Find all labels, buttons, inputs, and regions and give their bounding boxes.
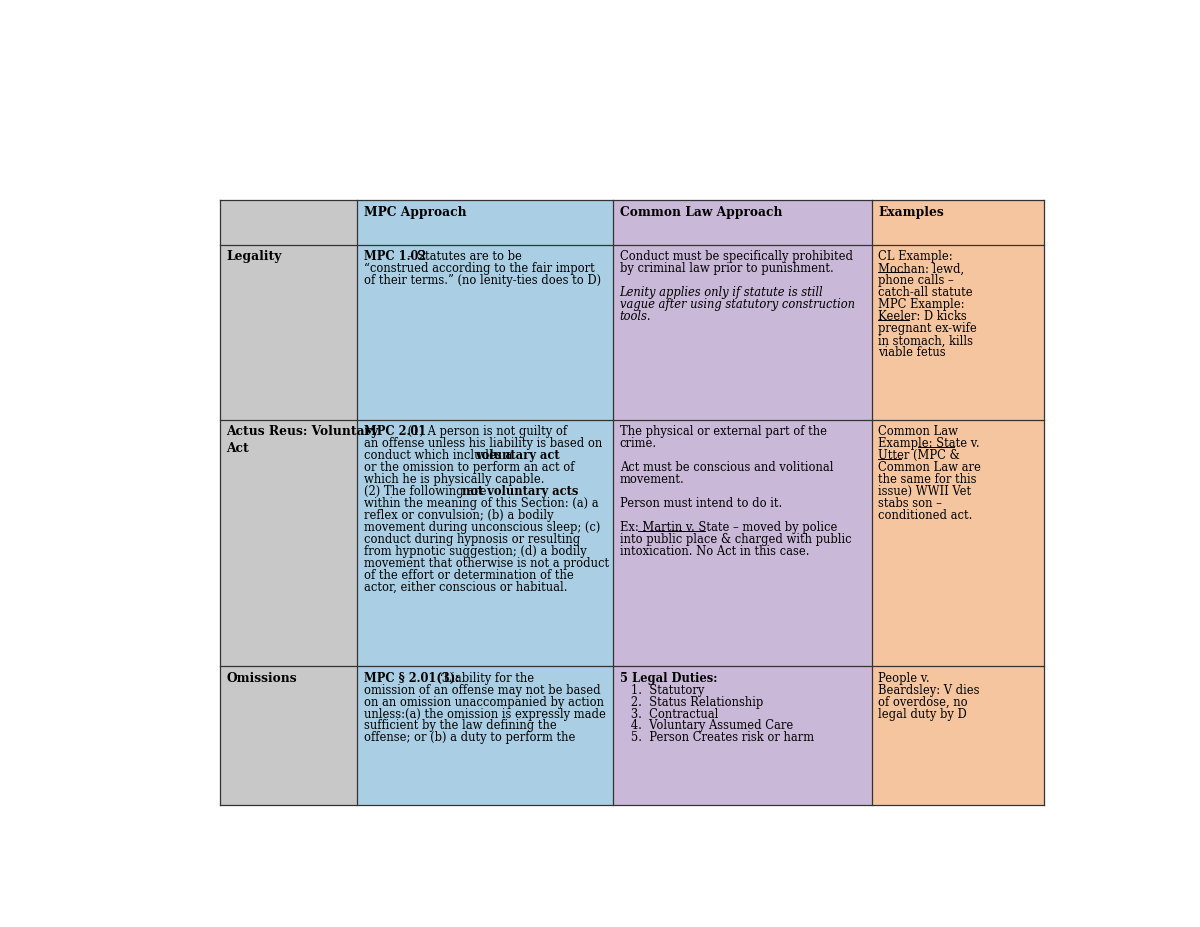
Text: Person must intend to do it.: Person must intend to do it. bbox=[619, 497, 782, 510]
Text: intoxication. No Act in this case.: intoxication. No Act in this case. bbox=[619, 545, 809, 558]
Text: Conduct must be specifically prohibited: Conduct must be specifically prohibited bbox=[619, 250, 853, 263]
Text: Lenity applies only if statute is still: Lenity applies only if statute is still bbox=[619, 286, 823, 299]
Text: conduct during hypnosis or resulting: conduct during hypnosis or resulting bbox=[364, 533, 580, 546]
Bar bbox=[358, 245, 613, 420]
Text: within the meaning of this Section: (a) a: within the meaning of this Section: (a) … bbox=[364, 497, 599, 510]
Text: omission of an offense may not be based: omission of an offense may not be based bbox=[364, 683, 600, 696]
Bar bbox=[871, 245, 1044, 420]
Bar bbox=[613, 245, 871, 420]
Text: movement.: movement. bbox=[619, 474, 684, 487]
Bar bbox=[358, 420, 613, 666]
Text: “Liability for the: “Liability for the bbox=[434, 671, 534, 684]
Text: stabs son –: stabs son – bbox=[878, 497, 942, 510]
Text: not voluntary acts: not voluntary acts bbox=[462, 485, 578, 498]
Text: MPC 1.02: MPC 1.02 bbox=[364, 250, 426, 263]
Text: 1.  Statutory: 1. Statutory bbox=[619, 683, 704, 696]
Text: of their terms.” (no lenity-ties does to D): of their terms.” (no lenity-ties does to… bbox=[364, 274, 601, 287]
Text: an offense unless his liability is based on: an offense unless his liability is based… bbox=[364, 438, 602, 451]
Text: issue) WWII Vet: issue) WWII Vet bbox=[878, 485, 971, 498]
Text: catch-all statute: catch-all statute bbox=[878, 286, 973, 299]
Text: Mochan: lewd,: Mochan: lewd, bbox=[878, 262, 965, 275]
Text: pregnant ex-wife: pregnant ex-wife bbox=[878, 323, 977, 336]
Text: crime.: crime. bbox=[619, 438, 656, 451]
Text: “construed according to the fair import: “construed according to the fair import bbox=[364, 262, 595, 275]
Text: 5.  Person Creates risk or harm: 5. Person Creates risk or harm bbox=[619, 731, 814, 744]
Text: 3.  Contractual: 3. Contractual bbox=[619, 707, 718, 720]
Bar bbox=[613, 420, 871, 666]
Text: phone calls –: phone calls – bbox=[878, 274, 954, 287]
Text: Common Law are: Common Law are bbox=[878, 462, 982, 475]
Text: or the omission to perform an act of: or the omission to perform an act of bbox=[364, 462, 575, 475]
Text: Keeler: D kicks: Keeler: D kicks bbox=[878, 311, 967, 324]
Text: Common Law Approach: Common Law Approach bbox=[619, 206, 782, 219]
Text: movement during unconscious sleep; (c): movement during unconscious sleep; (c) bbox=[364, 521, 600, 534]
Text: of the effort or determination of the: of the effort or determination of the bbox=[364, 569, 574, 582]
Text: conduct which includes a: conduct which includes a bbox=[364, 450, 516, 463]
Text: Actus Reus: Voluntary
Act: Actus Reus: Voluntary Act bbox=[227, 425, 378, 455]
Bar bbox=[358, 200, 613, 245]
Text: 5 Legal Duties:: 5 Legal Duties: bbox=[619, 671, 718, 684]
Bar bbox=[871, 200, 1044, 245]
Text: – Statutes are to be: – Statutes are to be bbox=[404, 250, 522, 263]
Bar bbox=[220, 200, 358, 245]
Bar bbox=[871, 420, 1044, 666]
Text: reflex or convulsion; (b) a bodily: reflex or convulsion; (b) a bodily bbox=[364, 509, 553, 522]
Text: unless:(a) the omission is expressly made: unless:(a) the omission is expressly mad… bbox=[364, 707, 606, 720]
Bar bbox=[220, 666, 358, 805]
Text: Utter (MPC &: Utter (MPC & bbox=[878, 450, 960, 463]
Text: tools.: tools. bbox=[619, 311, 652, 324]
Text: MPC Approach: MPC Approach bbox=[364, 206, 467, 219]
Text: Beardsley: V dies: Beardsley: V dies bbox=[878, 683, 979, 696]
Text: CL Example:: CL Example: bbox=[878, 250, 953, 263]
Bar bbox=[358, 666, 613, 805]
Text: Examples: Examples bbox=[878, 206, 944, 219]
Text: of overdose, no: of overdose, no bbox=[878, 695, 968, 708]
Text: Common Law: Common Law bbox=[878, 425, 958, 438]
Bar bbox=[220, 420, 358, 666]
Text: from hypnotic suggestion; (d) a bodily: from hypnotic suggestion; (d) a bodily bbox=[364, 545, 587, 558]
Text: Example: State v.: Example: State v. bbox=[878, 438, 980, 451]
Bar bbox=[613, 200, 871, 245]
Text: in stomach, kills: in stomach, kills bbox=[878, 335, 973, 348]
Text: 4.  Voluntary Assumed Care: 4. Voluntary Assumed Care bbox=[619, 719, 793, 732]
Text: People v.: People v. bbox=[878, 671, 930, 684]
Text: legal duty by D: legal duty by D bbox=[878, 707, 967, 720]
Text: sufficient by the law defining the: sufficient by the law defining the bbox=[364, 719, 557, 732]
Text: which he is physically capable.: which he is physically capable. bbox=[364, 474, 545, 487]
Text: actor, either conscious or habitual.: actor, either conscious or habitual. bbox=[364, 581, 568, 594]
Text: (1) A person is not guilty of: (1) A person is not guilty of bbox=[404, 425, 568, 438]
Text: 2.  Status Relationship: 2. Status Relationship bbox=[619, 695, 763, 708]
Text: Ex: Martin v. State – moved by police: Ex: Martin v. State – moved by police bbox=[619, 521, 838, 534]
Text: movement that otherwise is not a product: movement that otherwise is not a product bbox=[364, 557, 610, 570]
Text: into public place & charged with public: into public place & charged with public bbox=[619, 533, 851, 546]
Text: MPC Example:: MPC Example: bbox=[878, 298, 965, 311]
Text: MPC § 2.01(3):: MPC § 2.01(3): bbox=[364, 671, 460, 684]
Text: on an omission unaccompanied by action: on an omission unaccompanied by action bbox=[364, 695, 604, 708]
Text: Omissions: Omissions bbox=[227, 671, 296, 684]
Text: viable fetus: viable fetus bbox=[878, 347, 946, 360]
Text: Legality: Legality bbox=[227, 250, 282, 263]
Text: MPC 2.01: MPC 2.01 bbox=[364, 425, 426, 438]
Bar bbox=[613, 666, 871, 805]
Text: voluntary act: voluntary act bbox=[475, 450, 560, 463]
Text: the same for this: the same for this bbox=[878, 474, 977, 487]
Text: The physical or external part of the: The physical or external part of the bbox=[619, 425, 827, 438]
Text: (2) The following are: (2) The following are bbox=[364, 485, 490, 498]
Bar bbox=[220, 245, 358, 420]
Text: conditioned act.: conditioned act. bbox=[878, 509, 972, 522]
Bar bbox=[871, 666, 1044, 805]
Text: offense; or (b) a duty to perform the: offense; or (b) a duty to perform the bbox=[364, 731, 575, 744]
Text: vague after using statutory construction: vague after using statutory construction bbox=[619, 298, 854, 311]
Text: Act must be conscious and volitional: Act must be conscious and volitional bbox=[619, 462, 833, 475]
Text: by criminal law prior to punishment.: by criminal law prior to punishment. bbox=[619, 262, 833, 275]
